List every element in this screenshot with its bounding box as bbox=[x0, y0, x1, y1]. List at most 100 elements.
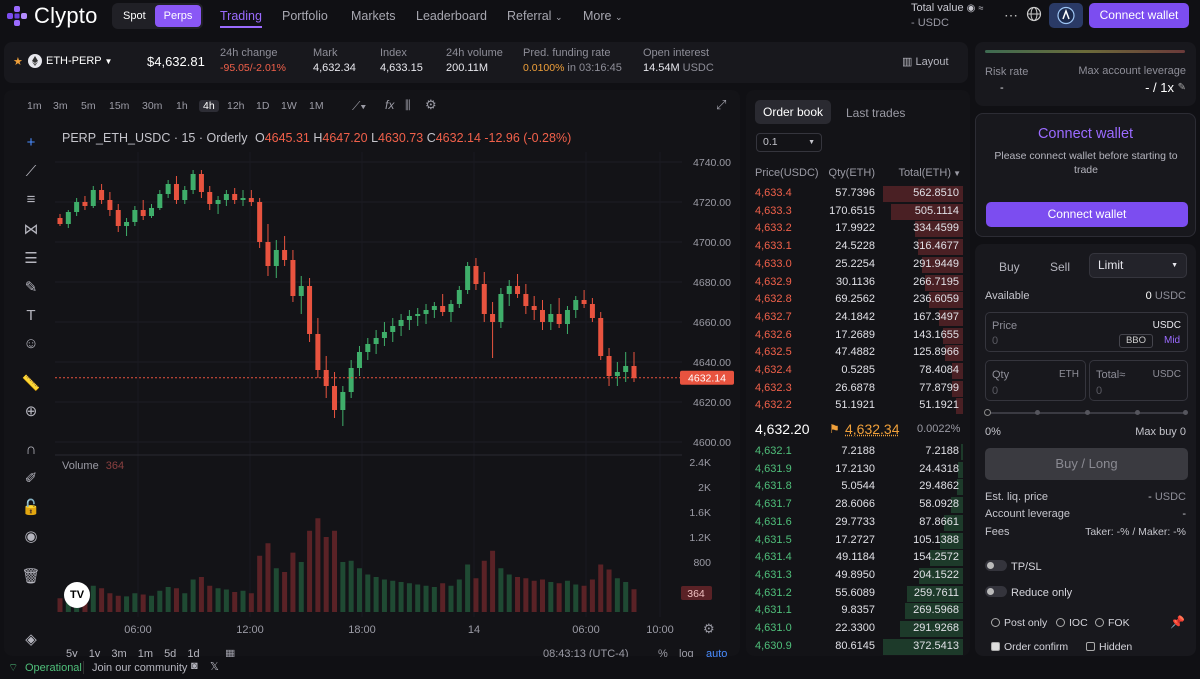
magnet-icon[interactable]: ∩ bbox=[25, 441, 37, 458]
ruler-icon[interactable]: 📏 bbox=[21, 375, 41, 392]
post-only-radio[interactable]: Post only bbox=[991, 617, 1047, 629]
edit-icon[interactable]: ✎ bbox=[1177, 82, 1186, 93]
timeframe-1W[interactable]: 1W bbox=[281, 100, 297, 112]
connect-wallet-button[interactable]: Connect wallet bbox=[1089, 3, 1189, 28]
symbol-selector[interactable]: ETH-PERP ▼ bbox=[46, 55, 112, 67]
range-5y[interactable]: 5y bbox=[66, 648, 78, 660]
emoji-icon[interactable]: ☺ bbox=[23, 335, 39, 352]
orderbook-row[interactable]: 4,631.8 5.0544 29.4862 bbox=[755, 478, 963, 496]
orderbook-row[interactable]: 4,632.5 47.4882 125.8966 bbox=[755, 344, 963, 362]
orderbook-row[interactable]: 4,631.9 17.2130 24.4318 bbox=[755, 461, 963, 478]
lock-drawing-icon[interactable]: ✐ bbox=[24, 470, 38, 487]
connect-wallet-card-button[interactable]: Connect wallet bbox=[986, 202, 1188, 227]
nav-more[interactable]: More ⌄ bbox=[583, 0, 623, 32]
orderbook-row[interactable]: 4,631.1 9.8357 269.5968 bbox=[755, 602, 963, 620]
perps-tab[interactable]: Perps bbox=[154, 5, 202, 27]
sort-icon[interactable]: ▼ bbox=[953, 169, 961, 178]
orderbook-row[interactable]: 4,632.8 69.2562 236.6059 bbox=[755, 291, 963, 309]
fok-radio[interactable]: FOK bbox=[1095, 617, 1130, 629]
orderbook-row[interactable]: 4,633.0 25.2254 291.9449 bbox=[755, 256, 963, 273]
orderbook-row[interactable]: 4,633.4 57.7396 562.8510 bbox=[755, 185, 963, 202]
globe-icon[interactable] bbox=[1026, 6, 1042, 25]
orderbook-row[interactable]: 4,631.0 22.3300 291.9268 bbox=[755, 620, 963, 637]
logo[interactable]: Clypto bbox=[6, 3, 98, 29]
trash-icon[interactable]: 🗑 bbox=[21, 568, 41, 585]
orderbook-row[interactable]: 4,631.5 17.2727 105.1388 bbox=[755, 532, 963, 549]
range-1y[interactable]: 1y bbox=[88, 648, 101, 660]
toggle-switch[interactable] bbox=[985, 560, 1007, 571]
nav-referral[interactable]: Referral ⌄ bbox=[507, 0, 563, 32]
timeframe-15m[interactable]: 15m bbox=[109, 100, 130, 112]
orderbook-row[interactable]: 4,631.7 28.6066 58.0928 bbox=[755, 496, 963, 514]
checkbox-box[interactable] bbox=[991, 642, 1000, 651]
eye-icon[interactable]: ◉ bbox=[24, 528, 38, 545]
timeframe-1D[interactable]: 1D bbox=[256, 100, 270, 112]
layers-icon[interactable]: ◈ bbox=[25, 631, 37, 648]
total-input[interactable]: Total≈ 0 USDC bbox=[1089, 360, 1188, 401]
layout-button[interactable]: ▥ Layout bbox=[902, 55, 949, 68]
timeframe-12h[interactable]: 12h bbox=[227, 100, 245, 112]
x-icon[interactable]: 𝕏 bbox=[210, 661, 219, 673]
slider-tick[interactable] bbox=[1135, 410, 1140, 415]
pattern-icon[interactable]: ⋈ bbox=[23, 221, 39, 238]
text-icon[interactable]: T bbox=[26, 307, 36, 324]
fib-icon[interactable]: ☰ bbox=[24, 250, 38, 267]
lock-icon[interactable]: 🔓 bbox=[21, 499, 41, 516]
orderbook-row[interactable]: 4,632.6 17.2689 143.1655 bbox=[755, 327, 963, 344]
pin-icon[interactable]: 📌 bbox=[1170, 615, 1185, 629]
zoom-in-icon[interactable]: ⊕ bbox=[24, 403, 38, 420]
tick-size-select[interactable]: 0.1 ▼ bbox=[756, 133, 822, 152]
timeframe-5m[interactable]: 5m bbox=[81, 100, 96, 112]
toggle-switch[interactable] bbox=[985, 586, 1007, 597]
orderbook-row[interactable]: 4,631.6 29.7733 87.8661 bbox=[755, 514, 963, 531]
tab-sell[interactable]: Sell bbox=[1050, 260, 1071, 274]
timeframe-4h[interactable]: 4h bbox=[199, 100, 219, 112]
fullscreen-icon[interactable]: ⤢ bbox=[716, 97, 727, 112]
ioc-radio[interactable]: IOC bbox=[1056, 617, 1088, 629]
more-dots-icon[interactable]: ⋯ bbox=[1004, 7, 1018, 23]
discord-icon[interactable]: ◙ bbox=[191, 660, 198, 672]
orderbook-row[interactable]: 4,632.9 30.1136 266.7195 bbox=[755, 274, 963, 291]
horizontal-lines-icon[interactable]: ≡ bbox=[26, 191, 36, 208]
timeframe-1h[interactable]: 1h bbox=[176, 100, 188, 112]
order-confirm-checkbox[interactable]: Order confirm bbox=[991, 641, 1068, 653]
orderbook-row[interactable]: 4,632.4 0.5285 78.4084 bbox=[755, 362, 963, 379]
orderbook-row[interactable]: 4,633.3 170.6515 505.1114 bbox=[755, 203, 963, 220]
price-input[interactable]: Price 0 USDC BBO Mid bbox=[985, 312, 1188, 352]
orderbook-row[interactable]: 4,633.1 24.5228 316.4677 bbox=[755, 238, 963, 256]
price-chart[interactable]: 4740.00 4720.00 4700.00 4680.00 4660.00 4640.… bbox=[0, 0, 745, 660]
timeframe-1m[interactable]: 1m bbox=[27, 100, 42, 112]
orderbook-row[interactable]: 4,632.7 24.1842 167.3497 bbox=[755, 309, 963, 326]
swap-icon[interactable]: ≈ bbox=[978, 3, 984, 13]
buy-long-button[interactable]: Buy / Long bbox=[985, 448, 1188, 480]
timeframe-30m[interactable]: 30m bbox=[142, 100, 163, 112]
tab-order-book[interactable]: Order book bbox=[755, 100, 831, 124]
slider-tick[interactable] bbox=[1035, 410, 1040, 415]
nav-markets[interactable]: Markets bbox=[351, 9, 396, 23]
trendline-icon[interactable]: ⟋ bbox=[25, 163, 37, 180]
calendar-icon[interactable]: ▦ bbox=[225, 648, 236, 660]
hidden-checkbox[interactable]: Hidden bbox=[1086, 641, 1132, 653]
favorite-star-icon[interactable]: ★ bbox=[13, 56, 23, 68]
indicators-icon[interactable]: fx bbox=[385, 98, 395, 112]
radio-circle[interactable] bbox=[1095, 618, 1104, 627]
chart-settings-icon[interactable]: ⚙ bbox=[703, 621, 715, 636]
slider-tick[interactable] bbox=[1085, 410, 1090, 415]
orderbook-row[interactable]: 4,632.1 7.2188 7.2188 bbox=[755, 443, 963, 460]
nav-portfolio[interactable]: Portfolio bbox=[282, 9, 328, 23]
crosshair-icon[interactable]: + bbox=[26, 134, 36, 151]
orderbook-row[interactable]: 4,630.9 80.6145 372.5413 bbox=[755, 638, 963, 655]
tradingview-logo[interactable]: TV bbox=[64, 582, 90, 608]
orderbook-row[interactable]: 4,633.2 17.9922 334.4599 bbox=[755, 220, 963, 238]
timeframe-3m[interactable]: 3m bbox=[53, 100, 68, 112]
tab-buy[interactable]: Buy bbox=[999, 260, 1020, 274]
percent-toggle[interactable]: % bbox=[658, 648, 668, 660]
slider-handle[interactable] bbox=[984, 409, 991, 416]
nav-leaderboard[interactable]: Leaderboard bbox=[416, 9, 487, 23]
reduce-only-toggle[interactable]: Reduce only bbox=[985, 586, 1072, 599]
bbo-button[interactable]: BBO bbox=[1119, 334, 1153, 348]
spot-tab[interactable]: Spot bbox=[123, 10, 146, 22]
chart-type-icon[interactable]: ⟋▾ bbox=[352, 99, 367, 113]
tab-last-trades[interactable]: Last trades bbox=[846, 106, 906, 120]
settings-icon[interactable]: ⚙ bbox=[425, 97, 437, 112]
